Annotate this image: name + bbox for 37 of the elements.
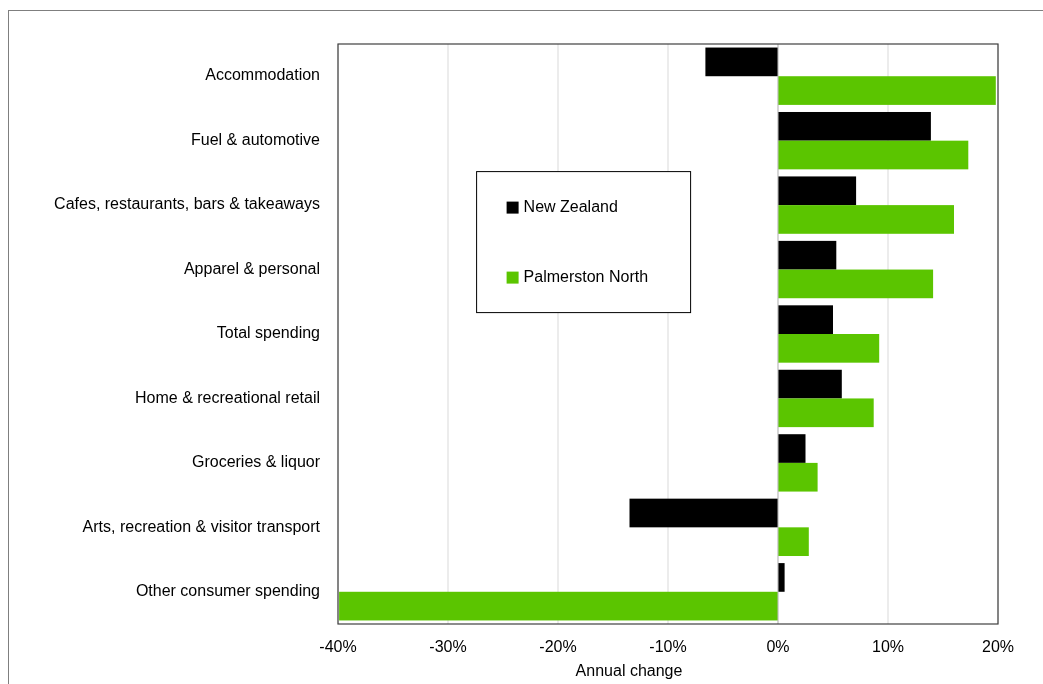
bar: [339, 591, 778, 621]
bar: [629, 498, 778, 528]
y-tick-label: Arts, recreation & visitor transport: [82, 517, 321, 535]
x-tick-label: 10%: [871, 638, 905, 655]
y-tick-label: Cafes, restaurants, bars & takeaways: [54, 195, 320, 213]
bar: [778, 240, 837, 270]
x-tick-label: -30%: [429, 638, 467, 655]
bar: [778, 205, 954, 234]
bar: [778, 434, 806, 463]
bar: [778, 563, 785, 592]
y-tick-label: Fuel & automotive: [191, 130, 321, 148]
bar: [778, 305, 833, 334]
bar: [705, 47, 778, 77]
x-axis-title: Annual change: [575, 662, 683, 679]
legend-label: New Zealand: [523, 197, 618, 215]
bar: [778, 462, 818, 492]
x-tick-label: 0%: [766, 638, 790, 655]
bar: [778, 398, 874, 428]
x-tick-label: -10%: [649, 638, 687, 655]
bar: [778, 527, 809, 557]
y-tick-label: Accommodation: [205, 66, 320, 84]
bar: [778, 111, 931, 141]
bar: [778, 76, 996, 105]
y-tick-label: Other consumer spending: [135, 582, 320, 600]
bar: [778, 334, 880, 363]
x-tick-label: -20%: [539, 638, 577, 655]
bar: [778, 176, 857, 206]
y-tick-label: Groceries & liquor: [191, 453, 321, 471]
bar: [778, 369, 842, 399]
bar: [778, 140, 969, 170]
legend-label: Palmerston North: [523, 267, 649, 285]
bar: [778, 269, 934, 299]
y-tick-label: Home & recreational retail: [135, 388, 320, 406]
x-tick-label: 20%: [981, 638, 1015, 655]
x-tick-label: -40%: [319, 638, 357, 655]
y-tick-label: Total spending: [216, 324, 320, 342]
y-tick-label: Apparel & personal: [183, 259, 320, 277]
